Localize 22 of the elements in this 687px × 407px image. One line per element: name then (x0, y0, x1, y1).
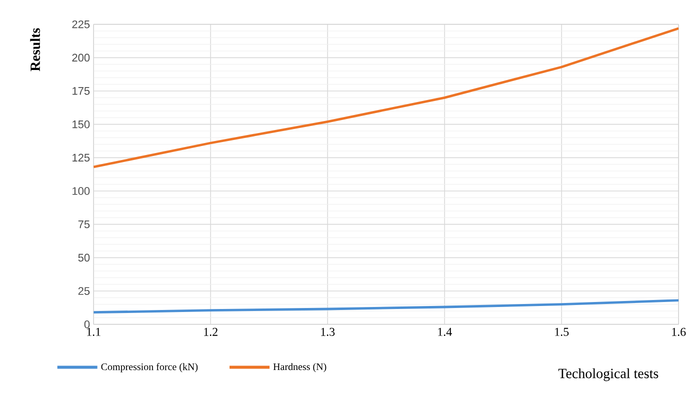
y-tick-label: 75 (78, 220, 90, 228)
y-tick-label: 100 (72, 187, 90, 195)
legend-label: Compression force (kN) (101, 363, 198, 372)
x-tick-label: 1.3 (321, 328, 335, 336)
legend-label: Hardness (N) (273, 363, 326, 372)
y-tick-label: 175 (72, 87, 90, 95)
x-tick-label: 1.1 (87, 328, 100, 336)
y-tick-label: 0 (84, 320, 90, 328)
y-tick-label: 25 (78, 287, 90, 295)
y-tick-label: 50 (78, 254, 90, 262)
y-tick-label: 125 (72, 154, 90, 162)
x-tick-label: 1.5 (555, 328, 569, 336)
x-tick-label: 1.2 (204, 328, 218, 336)
x-tick-label: 1.4 (438, 328, 452, 336)
line-series (94, 299, 679, 314)
line-series (94, 27, 679, 168)
y-axis-title: Results (30, 28, 40, 72)
x-axis-title: Techological tests (558, 368, 658, 382)
y-tick-label: 150 (72, 120, 90, 128)
y-tick-label: 225 (72, 20, 90, 28)
x-tick-label: 1.6 (672, 328, 686, 336)
y-tick-label: 200 (72, 54, 90, 62)
